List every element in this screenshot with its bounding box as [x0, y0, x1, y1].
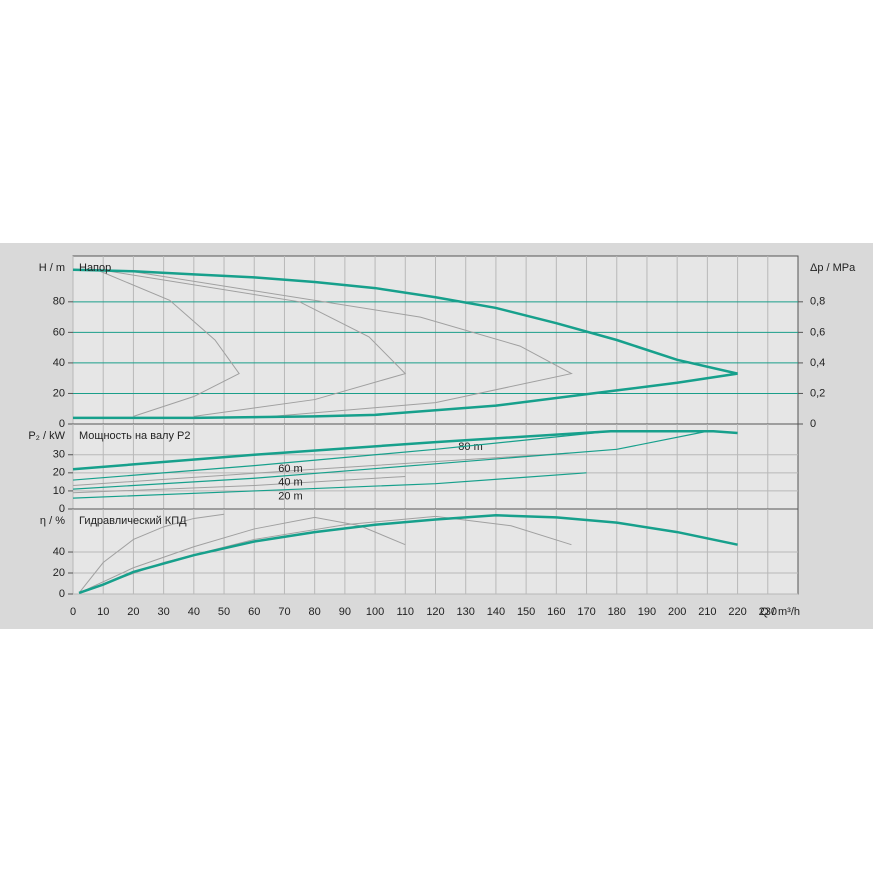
- x-tick-label: 60: [248, 606, 260, 618]
- curve: [130, 270, 573, 419]
- curve: [72, 452, 572, 486]
- curve: [72, 472, 587, 499]
- y2-tick-label: 0,4: [810, 357, 825, 369]
- x-tick-label: 140: [487, 606, 505, 618]
- x-tick-label: 190: [638, 606, 656, 618]
- curve: [72, 429, 738, 471]
- curve: [99, 270, 240, 417]
- x-tick-label: 220: [728, 606, 746, 618]
- y-tick-label: 40: [53, 357, 65, 369]
- x-tick-label: 20: [127, 606, 139, 618]
- y2-axis-label: Δp / MPa: [810, 262, 856, 274]
- curve: [72, 475, 406, 494]
- y-axis-label: P₂ / kW: [28, 430, 65, 442]
- x-tick-label: 150: [517, 606, 535, 618]
- y-axis-label: H / m: [39, 262, 65, 274]
- y2-tick-label: 0,6: [810, 326, 825, 338]
- x-tick-label: 110: [397, 606, 415, 618]
- x-tick-label: 50: [218, 606, 230, 618]
- curve: [78, 513, 225, 594]
- y-tick-label: 40: [53, 546, 65, 558]
- y-tick-label: 30: [53, 449, 65, 461]
- curve: [73, 372, 738, 420]
- curve: [78, 514, 738, 595]
- x-tick-label: 230: [759, 606, 777, 618]
- x-tick-label: 130: [457, 606, 475, 618]
- curve: [72, 430, 708, 490]
- panel-title: Мощность на валу P2: [79, 430, 191, 442]
- y-tick-label: 0: [59, 418, 65, 430]
- y-tick-label: 60: [53, 326, 65, 338]
- x-tick-label: 0: [70, 606, 76, 618]
- x-tick-label: 120: [426, 606, 444, 618]
- curve-label: 40 m: [278, 476, 302, 488]
- curve: [109, 270, 407, 417]
- y-tick-label: 0: [59, 503, 65, 515]
- x-tick-label: 160: [547, 606, 565, 618]
- panel-title: Гидравлический КПД: [79, 515, 187, 527]
- x-tick-label: 170: [577, 606, 595, 618]
- y-tick-label: 20: [53, 467, 65, 479]
- y-tick-label: 0: [59, 588, 65, 600]
- x-tick-label: 70: [278, 606, 290, 618]
- x-tick-label: 80: [309, 606, 321, 618]
- x-tick-label: 40: [188, 606, 200, 618]
- x-tick-label: 210: [698, 606, 716, 618]
- x-tick-label: 100: [366, 606, 384, 618]
- y-tick-label: 20: [53, 567, 65, 579]
- y-tick-label: 80: [53, 296, 65, 308]
- x-tick-label: 200: [668, 606, 686, 618]
- y-tick-label: 10: [53, 485, 65, 497]
- y2-tick-label: 0: [810, 418, 816, 430]
- y-axis-label: η / %: [40, 515, 65, 527]
- y-tick-label: 20: [53, 387, 65, 399]
- x-tick-label: 180: [608, 606, 626, 618]
- curve: [72, 268, 738, 375]
- y2-tick-label: 0,2: [810, 387, 825, 399]
- x-tick-label: 90: [339, 606, 351, 618]
- curve-label: 60 m: [278, 463, 302, 475]
- y2-tick-label: 0,8: [810, 296, 825, 308]
- curve-label: 20 m: [278, 490, 302, 502]
- curve: [72, 430, 611, 481]
- x-axis-label: Q / m³/h: [760, 606, 800, 618]
- x-tick-label: 30: [158, 606, 170, 618]
- panel-title: Напор: [79, 262, 111, 274]
- curve-label: 80 m: [458, 441, 482, 453]
- x-tick-label: 10: [97, 606, 109, 618]
